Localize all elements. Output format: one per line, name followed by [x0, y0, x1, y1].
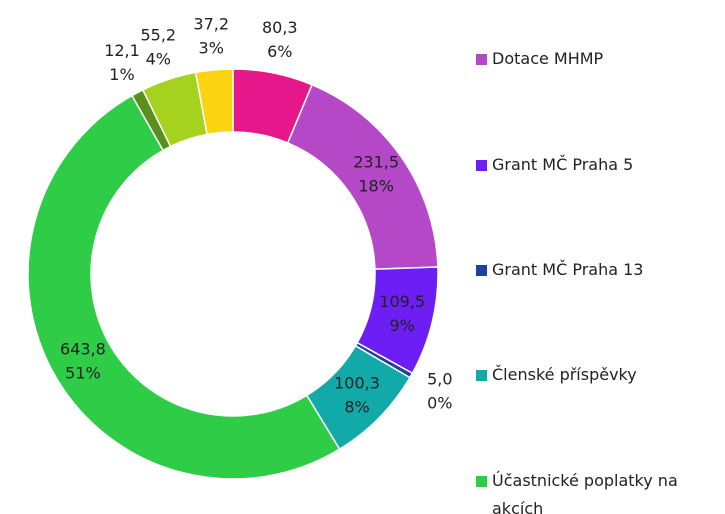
legend-swatch: [476, 476, 487, 487]
percent-label: 18%: [358, 177, 394, 196]
percent-label: 51%: [65, 364, 101, 383]
percent-label: 9%: [389, 316, 414, 335]
percent-label: 8%: [344, 398, 369, 417]
legend-label: Grant MČ Praha 5: [492, 155, 634, 174]
value-label: 5,0: [427, 369, 452, 388]
legend-label: Grant MČ Praha 13: [492, 260, 644, 279]
legend-swatch: [476, 54, 487, 65]
donut-segment: [27, 94, 341, 480]
legend-swatch: [476, 265, 487, 276]
legend-label: Dotace MHMP: [492, 49, 604, 68]
legend-swatch: [476, 370, 487, 381]
legend-label: Účastnické poplatky na akcích: [492, 471, 678, 514]
legend-item: Účastnické poplatky na akcích: [476, 467, 725, 514]
value-label: 231,5: [353, 153, 399, 172]
legend-swatch: [476, 160, 487, 171]
percent-label: 6%: [267, 42, 292, 61]
legend-item: Dotace MHMP: [476, 45, 725, 73]
percent-label: 3%: [199, 38, 224, 57]
value-label: 12,1: [104, 41, 140, 60]
value-label: 643,8: [60, 340, 106, 359]
legend-label: Členské příspěvky: [492, 365, 637, 384]
value-label: 80,3: [262, 18, 298, 37]
percent-label: 1%: [109, 65, 134, 84]
legend-item: Členské příspěvky: [476, 361, 725, 389]
legend-item: Grant MČ Praha 13: [476, 256, 725, 284]
percent-label: 4%: [146, 50, 171, 69]
donut-segment: [194, 68, 234, 136]
value-label: 37,2: [193, 14, 229, 33]
legend-item: Grant MČ Praha 5: [476, 151, 725, 179]
value-label: 109,5: [379, 292, 425, 311]
value-label: 55,2: [140, 26, 176, 45]
donut: 80,3 6% 231,5 18% 109,5 9% 5,0 0% 100,3 8% 643,8 51…: [27, 14, 453, 480]
percent-label: 0%: [427, 393, 452, 412]
value-label: 100,3: [334, 374, 380, 393]
